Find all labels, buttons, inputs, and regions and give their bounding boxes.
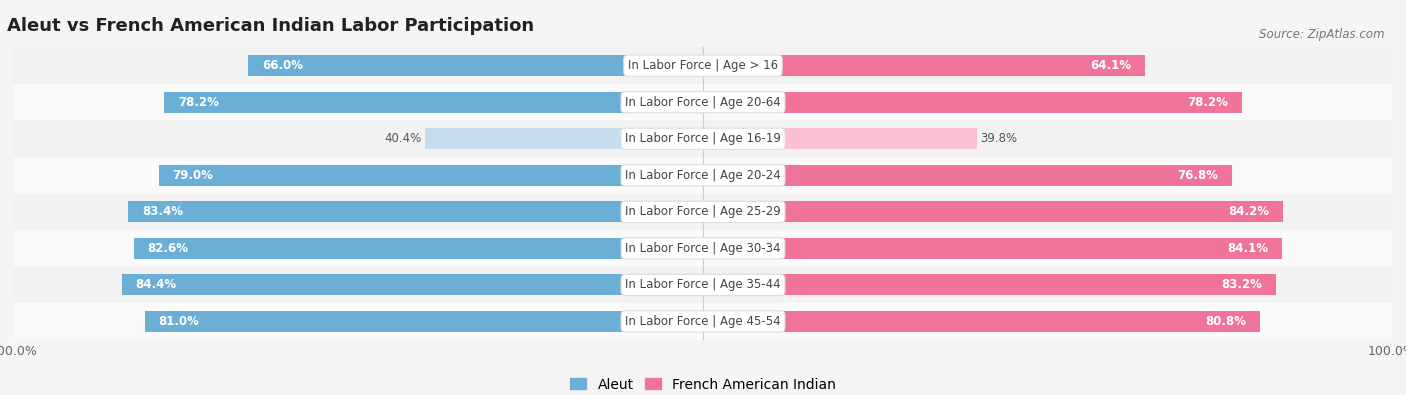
Bar bbox=[14, 194, 1392, 230]
Text: In Labor Force | Age 20-24: In Labor Force | Age 20-24 bbox=[626, 169, 780, 182]
Text: In Labor Force | Age 45-54: In Labor Force | Age 45-54 bbox=[626, 315, 780, 328]
Text: 40.4%: 40.4% bbox=[384, 132, 422, 145]
Text: 82.6%: 82.6% bbox=[148, 242, 188, 255]
Text: Source: ZipAtlas.com: Source: ZipAtlas.com bbox=[1260, 28, 1385, 41]
Text: 84.4%: 84.4% bbox=[135, 278, 176, 292]
Bar bbox=[703, 274, 1277, 295]
Text: 64.1%: 64.1% bbox=[1090, 59, 1130, 72]
Text: 80.8%: 80.8% bbox=[1205, 315, 1246, 328]
Text: In Labor Force | Age 30-34: In Labor Force | Age 30-34 bbox=[626, 242, 780, 255]
Text: 78.2%: 78.2% bbox=[1187, 96, 1227, 109]
Bar bbox=[425, 128, 703, 149]
Bar bbox=[14, 120, 1392, 157]
Text: 39.8%: 39.8% bbox=[980, 132, 1018, 145]
Text: 83.2%: 83.2% bbox=[1222, 278, 1263, 292]
Text: 78.2%: 78.2% bbox=[179, 96, 219, 109]
Bar bbox=[703, 238, 1282, 259]
Text: In Labor Force | Age > 16: In Labor Force | Age > 16 bbox=[628, 59, 778, 72]
Bar bbox=[249, 55, 703, 76]
Bar bbox=[703, 165, 1232, 186]
Bar bbox=[14, 47, 1392, 84]
Bar bbox=[121, 274, 703, 295]
Bar bbox=[14, 267, 1392, 303]
Bar bbox=[145, 311, 703, 332]
Text: Aleut vs French American Indian Labor Participation: Aleut vs French American Indian Labor Pa… bbox=[7, 17, 534, 35]
Bar bbox=[703, 311, 1260, 332]
Bar bbox=[159, 165, 703, 186]
Bar bbox=[703, 55, 1144, 76]
Bar bbox=[128, 201, 703, 222]
Bar bbox=[14, 84, 1392, 120]
Text: In Labor Force | Age 35-44: In Labor Force | Age 35-44 bbox=[626, 278, 780, 292]
Bar bbox=[14, 157, 1392, 194]
Text: 66.0%: 66.0% bbox=[262, 59, 304, 72]
Text: 76.8%: 76.8% bbox=[1177, 169, 1219, 182]
Legend: Aleut, French American Indian: Aleut, French American Indian bbox=[564, 372, 842, 395]
Bar bbox=[165, 92, 703, 113]
Bar bbox=[703, 201, 1284, 222]
Text: In Labor Force | Age 16-19: In Labor Force | Age 16-19 bbox=[626, 132, 780, 145]
Text: 79.0%: 79.0% bbox=[173, 169, 214, 182]
Bar bbox=[14, 303, 1392, 340]
Text: 84.2%: 84.2% bbox=[1229, 205, 1270, 218]
Text: In Labor Force | Age 25-29: In Labor Force | Age 25-29 bbox=[626, 205, 780, 218]
Bar bbox=[14, 230, 1392, 267]
Text: 84.1%: 84.1% bbox=[1227, 242, 1268, 255]
Text: 83.4%: 83.4% bbox=[142, 205, 183, 218]
Bar bbox=[134, 238, 703, 259]
Bar bbox=[703, 128, 977, 149]
Text: In Labor Force | Age 20-64: In Labor Force | Age 20-64 bbox=[626, 96, 780, 109]
Bar bbox=[703, 92, 1241, 113]
Text: 81.0%: 81.0% bbox=[159, 315, 200, 328]
